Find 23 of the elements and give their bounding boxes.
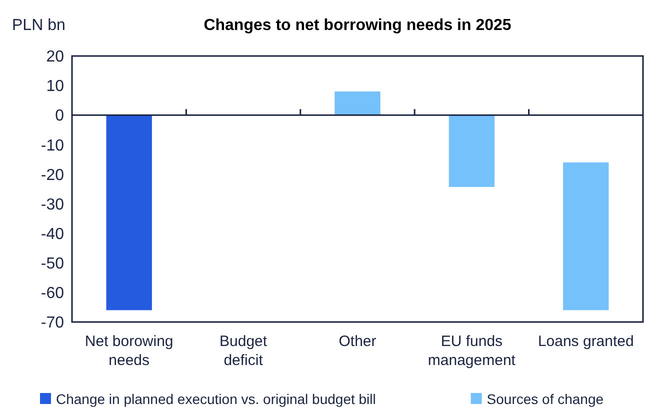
x-tick-label: Other xyxy=(338,333,376,350)
y-tick-label: -30 xyxy=(40,196,64,214)
legend-label: Sources of change xyxy=(486,391,604,407)
y-tick-label: -50 xyxy=(40,255,64,272)
bar xyxy=(334,91,380,116)
chart-title: Changes to net borrowing needs in 2025 xyxy=(204,17,512,34)
legend-label: Change in planned execution vs. original budget bill xyxy=(56,391,376,407)
y-tick-label: -70 xyxy=(40,314,64,332)
bar xyxy=(106,115,152,310)
x-tick-label: Budget deficit xyxy=(220,333,268,369)
bar xyxy=(563,162,609,310)
y-tick-label: 20 xyxy=(46,48,64,66)
x-tick-label: EU funds management xyxy=(428,333,516,369)
y-tick-label: -40 xyxy=(40,226,64,243)
y-axis-title: PLN bn xyxy=(12,17,66,34)
y-tick-label: -60 xyxy=(40,285,64,302)
bar xyxy=(448,115,495,187)
y-tick-label: -20 xyxy=(40,166,64,184)
y-tick-label: -10 xyxy=(40,137,64,154)
y-tick-label: 0 xyxy=(55,108,64,125)
y-tick-label: 10 xyxy=(46,78,64,96)
x-tick-label: Net borowing needs xyxy=(84,333,174,369)
x-tick-label: Loans granted xyxy=(538,333,634,350)
